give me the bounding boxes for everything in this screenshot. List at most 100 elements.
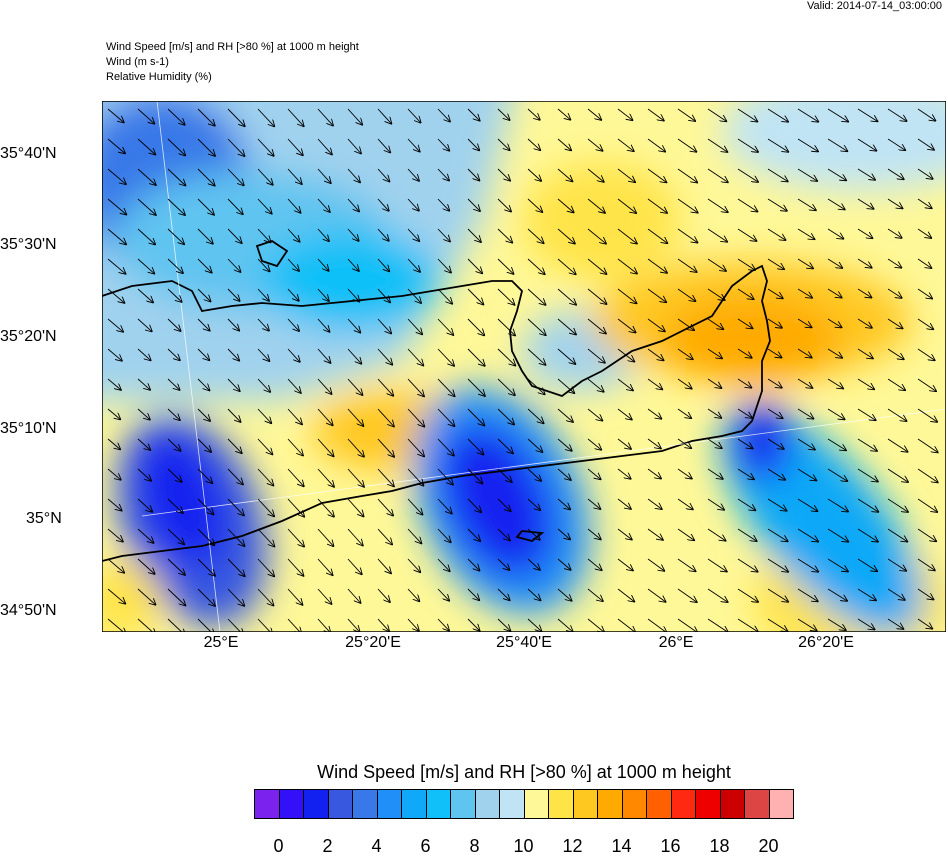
wind-arrow <box>797 408 814 419</box>
wind-arrow <box>737 438 753 449</box>
wind-arrow <box>917 318 933 329</box>
wind-arrow <box>887 258 901 268</box>
wind-arrow <box>677 258 697 272</box>
wind-arrow <box>677 618 698 632</box>
wind-arrow <box>587 558 602 570</box>
wind-arrow <box>377 108 391 124</box>
wind-arrow <box>197 228 213 244</box>
wind-arrows <box>107 108 938 632</box>
wind-arrow <box>287 288 299 301</box>
wind-arrow <box>647 258 667 273</box>
wind-arrow <box>227 438 242 453</box>
wind-arrow <box>557 378 574 393</box>
colorbar-swatch <box>500 790 525 818</box>
wind-arrow <box>617 588 634 602</box>
wind-arrow <box>797 138 818 152</box>
map-plot <box>102 101 946 632</box>
wind-arrow <box>737 318 753 328</box>
wind-arrow <box>647 468 661 479</box>
wind-arrow <box>557 228 575 244</box>
wind-arrow <box>767 378 782 388</box>
wind-arrow <box>647 168 666 182</box>
wind-arrow <box>617 528 632 540</box>
wind-arrow <box>767 318 782 328</box>
wind-arrow <box>617 468 631 479</box>
wind-arrow <box>707 138 727 152</box>
wind-arrow <box>497 378 515 395</box>
wind-arrow <box>347 558 362 574</box>
wind-arrow <box>167 228 184 244</box>
colorbar-swatch <box>451 790 476 818</box>
wind-arrow <box>437 138 449 151</box>
wind-arrow <box>647 348 664 360</box>
wind-arrow <box>137 348 151 360</box>
wind-arrow <box>377 318 391 334</box>
wind-arrow <box>257 498 274 516</box>
wind-arrow <box>707 228 727 242</box>
wind-arrow <box>917 618 932 629</box>
wind-arrow <box>857 138 876 151</box>
wind-arrow <box>377 588 390 602</box>
wind-arrow <box>557 168 572 181</box>
lat-label: 34°50'N <box>0 602 57 619</box>
wind-arrow <box>197 318 210 331</box>
wind-arrow <box>317 378 332 394</box>
wind-arrow <box>377 348 392 365</box>
wind-arrow <box>317 198 330 212</box>
wind-arrow <box>467 168 479 181</box>
wind-arrow <box>227 258 241 272</box>
wind-arrow <box>677 558 696 571</box>
wind-arrow <box>317 588 332 604</box>
wind-arrow <box>887 198 903 209</box>
wind-arrow <box>467 558 480 571</box>
wind-arrow <box>857 438 877 451</box>
lon-label: 25°40'E <box>496 634 552 651</box>
wind-arrow <box>557 588 572 601</box>
wind-arrow <box>437 258 451 273</box>
wind-arrow <box>497 228 512 243</box>
wind-arrow <box>257 468 273 486</box>
wind-arrow <box>137 558 155 574</box>
lat-label: 35°20'N <box>0 328 57 345</box>
wind-arrow <box>107 318 123 332</box>
wind-arrow <box>527 498 540 510</box>
wind-arrow <box>557 108 570 120</box>
wind-arrow <box>647 438 661 449</box>
colorbar-swatch <box>475 790 500 818</box>
wind-arrow <box>827 348 842 358</box>
wind-arrow <box>827 618 846 630</box>
colorbar-title: Wind Speed [m/s] and RH [>80 %] at 1000 … <box>317 762 731 782</box>
wind-arrow <box>137 258 154 274</box>
wind-arrow <box>857 258 872 268</box>
wind-arrow <box>227 108 245 126</box>
wind-arrow <box>137 468 151 481</box>
wind-arrow <box>767 438 784 449</box>
wind-arrow <box>317 468 334 487</box>
wind-arrow <box>587 528 601 539</box>
wind-arrow <box>317 108 333 126</box>
wind-arrow <box>917 468 938 482</box>
wind-arrow <box>107 588 125 604</box>
wind-arrow <box>407 588 419 601</box>
wind-arrow <box>347 618 360 632</box>
colorbar-swatch <box>279 790 304 818</box>
wind-arrow <box>707 258 726 271</box>
wind-arrow <box>437 348 454 366</box>
wind-arrow <box>767 348 782 358</box>
wind-arrow <box>347 438 364 457</box>
subtitle-main: Wind Speed [m/s] and RH [>80 %] at 1000 … <box>106 41 359 53</box>
wind-arrow <box>557 618 573 632</box>
wind-arrow <box>137 528 154 543</box>
wind-arrow <box>617 498 631 509</box>
wind-arrow <box>707 438 722 448</box>
wind-arrow <box>527 138 540 150</box>
wind-arrow <box>407 468 424 486</box>
wind-arrow <box>797 588 818 601</box>
wind-arrow <box>257 558 274 576</box>
colorbar-label: 16 <box>660 836 681 856</box>
wind-arrow <box>827 408 845 419</box>
wind-arrow <box>707 528 726 541</box>
wind-arrow <box>137 618 156 632</box>
wind-arrow <box>197 138 215 156</box>
colorbar-label: 12 <box>562 836 583 856</box>
